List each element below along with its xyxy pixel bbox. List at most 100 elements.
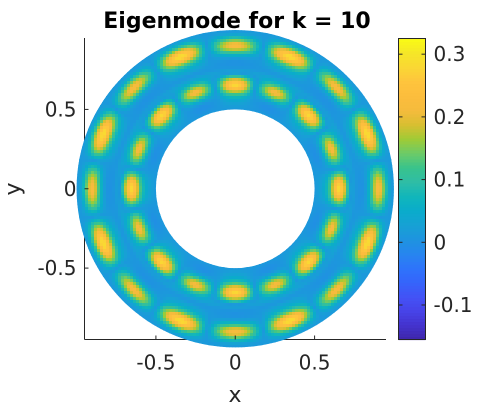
heatmap-cell bbox=[157, 108, 161, 112]
heatmap-cell bbox=[256, 60, 260, 64]
heatmap-cell bbox=[346, 159, 350, 163]
heatmap-cell bbox=[361, 192, 365, 196]
heatmap-cell bbox=[271, 51, 275, 55]
heatmap-cell bbox=[217, 96, 221, 100]
heatmap-cell bbox=[103, 201, 107, 205]
heatmap-cell bbox=[154, 216, 158, 220]
heatmap-cell bbox=[199, 60, 203, 64]
heatmap-cell bbox=[325, 120, 329, 124]
heatmap-cell bbox=[175, 249, 179, 253]
heatmap-cell bbox=[388, 201, 392, 205]
heatmap-cell bbox=[133, 84, 137, 88]
heatmap-cell bbox=[361, 150, 365, 154]
heatmap-cell bbox=[352, 180, 356, 184]
heatmap-cell bbox=[151, 204, 155, 208]
heatmap-cell bbox=[88, 219, 92, 223]
heatmap-cell bbox=[130, 252, 134, 256]
heatmap-cell bbox=[85, 213, 89, 217]
heatmap-cell bbox=[136, 159, 140, 163]
heatmap-cell bbox=[181, 69, 185, 73]
heatmap-cell bbox=[193, 111, 197, 115]
heatmap-cell bbox=[301, 252, 305, 256]
heatmap-cell bbox=[100, 135, 104, 139]
heatmap-cell bbox=[175, 42, 179, 46]
heatmap-cell bbox=[361, 240, 365, 244]
heatmap-cell bbox=[346, 90, 350, 94]
heatmap-cell bbox=[112, 246, 116, 250]
heatmap-cell bbox=[136, 171, 140, 175]
heatmap-cell bbox=[328, 111, 332, 115]
heatmap-cell bbox=[376, 237, 380, 241]
heatmap-cell bbox=[130, 234, 134, 238]
heatmap-cell bbox=[169, 144, 173, 148]
heatmap-cell bbox=[346, 237, 350, 241]
heatmap-cell bbox=[385, 156, 389, 160]
heatmap-cell bbox=[91, 177, 95, 181]
heatmap-cell bbox=[364, 120, 368, 124]
heatmap-cell bbox=[298, 48, 302, 52]
heatmap-cell bbox=[148, 168, 152, 172]
heatmap-cell bbox=[220, 60, 224, 64]
heatmap-cell bbox=[355, 207, 359, 211]
heatmap-cell bbox=[115, 258, 119, 262]
heatmap-cell bbox=[376, 234, 380, 238]
heatmap-cell bbox=[154, 186, 158, 190]
heatmap-cell bbox=[124, 162, 128, 166]
heatmap-cell bbox=[148, 87, 152, 91]
heatmap-cell bbox=[163, 72, 167, 76]
heatmap-cell bbox=[325, 147, 329, 151]
heatmap-cell bbox=[319, 99, 323, 103]
heatmap-cell bbox=[361, 210, 365, 214]
heatmap-cell bbox=[322, 180, 326, 184]
heatmap-cell bbox=[151, 183, 155, 187]
heatmap-cell bbox=[370, 114, 374, 118]
heatmap-cell bbox=[154, 189, 158, 193]
heatmap-cell bbox=[130, 243, 134, 247]
heatmap-cell bbox=[379, 177, 383, 181]
heatmap-cell bbox=[106, 156, 110, 160]
heatmap-cell bbox=[283, 99, 287, 103]
heatmap-cell bbox=[229, 96, 233, 100]
heatmap-cell bbox=[151, 138, 155, 142]
heatmap-cell bbox=[142, 213, 146, 217]
heatmap-cell bbox=[181, 96, 185, 100]
heatmap-cell bbox=[112, 249, 116, 253]
heatmap-cell bbox=[178, 66, 182, 70]
heatmap-cell bbox=[97, 201, 101, 205]
heatmap-cell bbox=[115, 93, 119, 97]
heatmap-cell bbox=[85, 222, 89, 226]
heatmap-cell bbox=[334, 111, 338, 115]
heatmap-cell bbox=[103, 240, 107, 244]
heatmap-cell bbox=[277, 117, 281, 121]
heatmap-cell bbox=[370, 129, 374, 133]
heatmap-cell bbox=[160, 243, 164, 247]
heatmap-cell bbox=[229, 39, 233, 43]
heatmap-cell bbox=[226, 96, 230, 100]
heatmap-cell bbox=[115, 78, 119, 82]
heatmap-cell bbox=[142, 84, 146, 88]
heatmap-cell bbox=[349, 90, 353, 94]
heatmap-cell bbox=[100, 126, 104, 130]
heatmap-cell bbox=[277, 36, 281, 40]
heatmap-cell bbox=[319, 129, 323, 133]
heatmap-cell bbox=[145, 57, 149, 61]
heatmap-cell bbox=[178, 255, 182, 259]
heatmap-cell bbox=[154, 99, 158, 103]
heatmap-cell bbox=[142, 168, 146, 172]
heatmap-cell bbox=[193, 69, 197, 73]
heatmap-cell bbox=[193, 54, 197, 58]
heatmap-cell bbox=[316, 156, 320, 160]
heatmap-cell bbox=[148, 57, 152, 61]
heatmap-cell bbox=[148, 78, 152, 82]
heatmap-cell bbox=[202, 48, 206, 52]
heatmap-cell bbox=[343, 231, 347, 235]
heatmap-cell bbox=[142, 105, 146, 109]
heatmap-cell bbox=[337, 120, 341, 124]
heatmap-cell bbox=[163, 117, 167, 121]
heatmap-cell bbox=[157, 210, 161, 214]
heatmap-cell bbox=[139, 60, 143, 64]
heatmap-cell bbox=[124, 159, 128, 163]
heatmap-cell bbox=[163, 228, 167, 232]
heatmap-cell bbox=[133, 222, 137, 226]
heatmap-cell bbox=[139, 243, 143, 247]
